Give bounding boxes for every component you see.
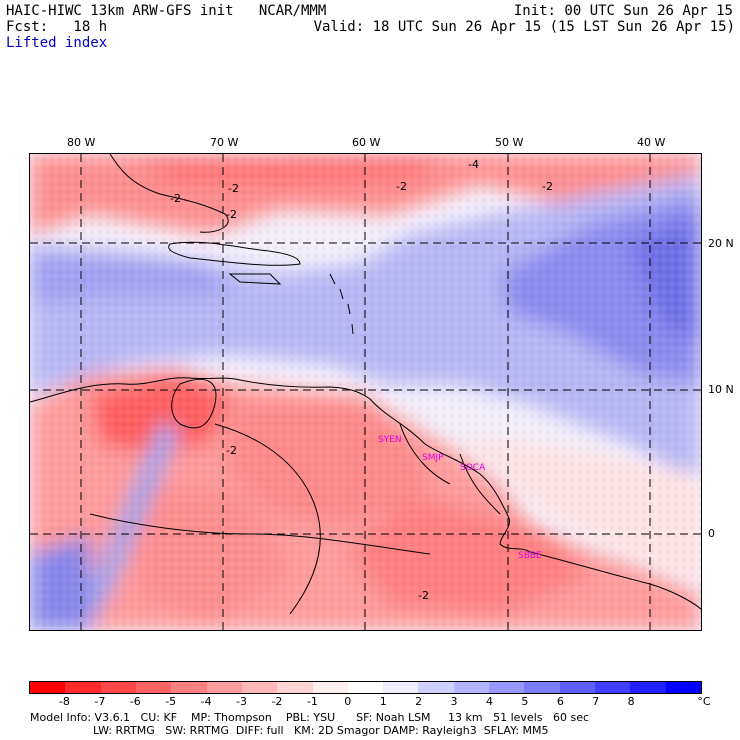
colorbar-segment	[665, 682, 701, 693]
colorbar-segment	[418, 682, 454, 693]
colorbar-tick-label: -7	[94, 695, 106, 708]
contour-label: -2	[226, 444, 237, 457]
colorbar-segment	[206, 682, 242, 693]
colorbar-tick-label: -8	[58, 695, 70, 708]
station-sbbe: SBBE	[518, 551, 542, 561]
colorbar-segment	[241, 682, 278, 693]
colorbar-segment	[453, 682, 490, 693]
station-smjp: SMJP	[422, 453, 444, 463]
colorbar	[29, 681, 702, 694]
colorbar-segment	[30, 682, 66, 693]
lat-label-0: 0	[708, 527, 715, 540]
colorbar-segment	[595, 682, 631, 693]
contour-label: -4	[468, 158, 479, 171]
colorbar-tick-label: 7	[592, 695, 600, 708]
coastlines	[30, 154, 701, 615]
lat-label-10n: 10 N	[708, 383, 734, 396]
colorbar-tick-label: -6	[129, 695, 141, 708]
colorbar-tick-label: 6	[556, 695, 564, 708]
contour-label: -2	[226, 208, 237, 221]
forecast-hour: Fcst: 18 h	[6, 19, 108, 35]
lon-label-40w: 40 W	[637, 136, 666, 149]
colorbar-segment	[383, 682, 419, 693]
contour-label: -2	[396, 180, 407, 193]
colorbar-segment	[100, 682, 136, 693]
lat-label-20n: 20 N	[708, 237, 734, 250]
colorbar-segment	[489, 682, 525, 693]
colorbar-segment	[277, 682, 313, 693]
colorbar-tick-label: -1	[306, 695, 318, 708]
colorbar-tick-label: 5	[521, 695, 529, 708]
colorbar-segment	[135, 682, 172, 693]
colorbar-tick-label: 4	[485, 695, 493, 708]
model-info-line2: LW: RRTMG SW: RRTMG DIFF: full KM: 2D Sm…	[93, 724, 549, 737]
lon-label-60w: 60 W	[352, 136, 381, 149]
colorbar-tick-label: 2	[415, 695, 423, 708]
lon-label-80w: 80 W	[67, 136, 96, 149]
colorbar-tick-label: -3	[236, 695, 247, 708]
colorbar-segment	[171, 682, 207, 693]
lifted-index-map: -2 -4 -2 -2 -2 -2 -2 -2 SYEN SMJP SOCA S…	[29, 153, 702, 631]
colorbar-tick-label: -5	[165, 695, 177, 708]
colorbar-tick-label: 1	[379, 695, 387, 708]
station-soca: SOCA	[460, 463, 486, 473]
colorbar-tick-label: -4	[200, 695, 212, 708]
colorbar-tick-label: 0	[344, 695, 352, 708]
valid-time: Valid: 18 UTC Sun 26 Apr 15 (15 LST Sun …	[313, 19, 735, 35]
contour-label: -2	[418, 589, 429, 602]
field-name: Lifted index	[6, 35, 108, 51]
contour-label: -2	[228, 182, 239, 195]
colorbar-segment	[524, 682, 560, 693]
lat-lon-grid	[30, 154, 701, 630]
lon-label-50w: 50 W	[495, 136, 524, 149]
model-title: HAIC-HIWC 13km ARW-GFS init NCAR/MMM	[6, 3, 327, 19]
colorbar-tick-label: 3	[450, 695, 458, 708]
contour-label: -2	[542, 180, 553, 193]
colorbar-segment	[347, 682, 384, 693]
colorbar-tick-label: 8	[627, 695, 635, 708]
map-canvas: -2 -4 -2 -2 -2 -2 -2 -2 SYEN SMJP SOCA S…	[30, 154, 701, 630]
colorbar-segment	[559, 682, 595, 693]
colorbar-segment	[630, 682, 666, 693]
station-syen: SYEN	[378, 435, 402, 445]
colorbar-segment	[65, 682, 101, 693]
colorbar-segment	[312, 682, 348, 693]
init-time: Init: 00 UTC Sun 26 Apr 15	[513, 3, 733, 19]
colorbar-tick-label: -2	[271, 695, 283, 708]
contour-label: -2	[170, 192, 181, 205]
model-info-line1: Model Info: V3.6.1 CU: KF MP: Thompson P…	[30, 711, 590, 724]
colorbar-unit: °C	[697, 695, 711, 708]
lon-label-70w: 70 W	[210, 136, 239, 149]
